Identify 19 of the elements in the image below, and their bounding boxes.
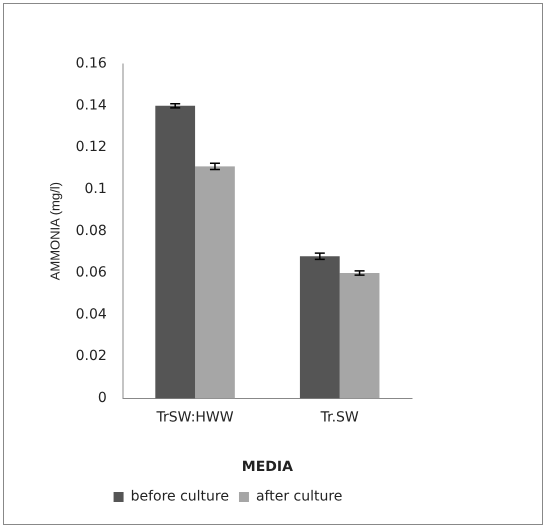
x-axis-title: MEDIA bbox=[242, 459, 294, 476]
y-tick-label: 0.06 bbox=[76, 264, 107, 281]
bar bbox=[340, 273, 380, 398]
y-tick-label: 0.04 bbox=[76, 306, 107, 322]
bar bbox=[195, 166, 235, 398]
bar bbox=[300, 256, 340, 398]
y-tick-label: 0.12 bbox=[76, 139, 107, 156]
y-tick-label: 0.14 bbox=[76, 97, 107, 114]
legend-label: before culture bbox=[130, 488, 229, 505]
x-tick-label: Tr.SW bbox=[320, 409, 359, 426]
bar bbox=[155, 106, 196, 398]
y-axis-title: AMMONIA (mg/l) bbox=[47, 182, 62, 280]
y-tick-label: 0.16 bbox=[76, 56, 107, 72]
legend-label: after culture bbox=[256, 488, 342, 505]
x-tick-label: TrSW:HWW bbox=[156, 409, 234, 426]
y-tick-label: 0.08 bbox=[76, 222, 107, 239]
y-tick-label: 0.1 bbox=[84, 181, 107, 198]
y-tick-label: 0 bbox=[98, 390, 107, 406]
y-tick-label: 0.02 bbox=[76, 348, 107, 364]
